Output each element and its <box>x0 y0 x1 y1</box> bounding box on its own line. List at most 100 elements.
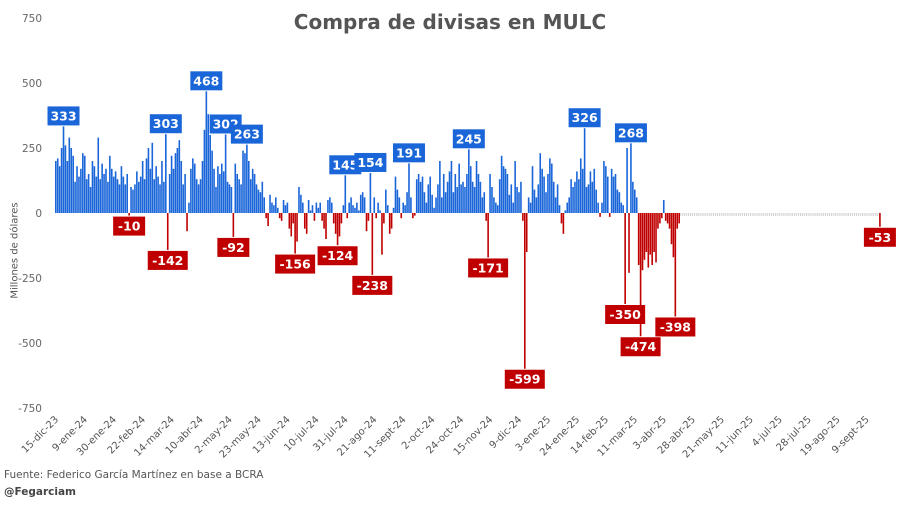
positive-bar <box>170 155 173 213</box>
negative-bar <box>628 213 630 273</box>
positive-bar <box>317 207 320 213</box>
negative-bar <box>367 213 370 221</box>
zero-bar <box>711 213 713 216</box>
positive-bar <box>547 174 549 213</box>
negative-bar <box>661 213 663 219</box>
y-tick-label: 250 <box>22 143 42 155</box>
negative-bar <box>487 213 489 258</box>
positive-bar <box>439 161 441 213</box>
zero-bar <box>765 213 767 216</box>
data-label: -171 <box>472 260 503 275</box>
data-label-box <box>230 124 263 144</box>
positive-bar <box>76 166 78 213</box>
zero-bar <box>776 213 778 216</box>
negative-bar <box>323 213 325 229</box>
positive-bar <box>493 197 495 213</box>
zero-bar <box>784 213 786 216</box>
zero-bar <box>722 213 724 216</box>
positive-bar <box>551 163 553 213</box>
zero-bar <box>772 213 774 216</box>
data-label-box <box>452 129 485 149</box>
positive-bar <box>72 155 74 213</box>
positive-bar <box>454 174 457 213</box>
zero-bar <box>859 213 861 216</box>
zero-bar <box>771 213 773 216</box>
positive-bar <box>188 202 190 213</box>
positive-bar <box>421 176 424 213</box>
positive-bar <box>593 168 596 213</box>
zero-bar <box>798 213 800 216</box>
positive-bar <box>606 176 609 213</box>
zero-bar <box>680 213 682 216</box>
negative-bar <box>523 213 526 369</box>
positive-bar <box>427 184 430 213</box>
negative-bar <box>649 213 652 255</box>
positive-bar <box>230 187 233 213</box>
positive-bar <box>271 202 273 213</box>
positive-bar <box>572 187 574 213</box>
data-label: -124 <box>322 248 354 263</box>
positive-bar <box>498 179 501 213</box>
positive-bar <box>423 192 426 213</box>
positive-bar <box>228 184 231 213</box>
data-label-box <box>863 227 896 247</box>
positive-bar <box>311 205 314 213</box>
positive-bar <box>248 161 250 213</box>
zero-bar <box>799 213 801 216</box>
zero-bar <box>759 213 761 216</box>
negative-bar <box>166 213 169 250</box>
data-label-box <box>352 275 393 295</box>
positive-bar <box>578 179 580 213</box>
positive-bar <box>70 148 73 213</box>
zero-bar <box>703 213 705 216</box>
positive-bar <box>159 184 161 213</box>
positive-bar <box>205 91 208 213</box>
zero-bar <box>732 213 734 216</box>
positive-bar <box>199 179 202 213</box>
negative-bar <box>599 213 601 217</box>
positive-bar <box>450 161 453 213</box>
positive-bar <box>564 210 567 213</box>
zero-bar <box>734 213 736 216</box>
positive-bar <box>576 171 578 213</box>
zero-bar <box>796 213 798 216</box>
positive-bar <box>78 176 80 213</box>
negative-bar <box>383 213 385 224</box>
positive-bar <box>149 168 152 213</box>
data-label: 333 <box>50 108 76 123</box>
zero-bar <box>790 213 792 216</box>
positive-bar <box>579 158 582 213</box>
positive-bar <box>55 161 57 213</box>
positive-bar <box>155 166 157 213</box>
positive-bar <box>510 184 513 213</box>
negative-bar <box>296 213 298 242</box>
zero-bar <box>709 213 711 216</box>
positive-bar <box>132 189 134 213</box>
positive-bar <box>504 168 507 213</box>
positive-bar <box>209 135 211 213</box>
zero-bar <box>749 213 751 216</box>
positive-bar <box>105 168 107 213</box>
positive-bar <box>91 161 94 213</box>
positive-bar <box>477 174 480 213</box>
zero-bar <box>728 213 730 216</box>
positive-bar <box>516 187 518 213</box>
zero-bar <box>726 213 728 216</box>
data-label: -238 <box>357 278 388 293</box>
positive-bar <box>219 174 221 213</box>
positive-bar <box>87 174 90 213</box>
y-tick-label: 500 <box>22 78 42 90</box>
data-label-box <box>568 108 601 128</box>
positive-bar <box>458 163 460 213</box>
positive-bar <box>464 187 466 213</box>
zero-bar <box>738 213 740 216</box>
positive-bar <box>68 137 71 213</box>
data-label-box <box>620 337 661 357</box>
positive-bar <box>473 187 476 213</box>
zero-bar <box>794 213 796 216</box>
positive-bar <box>300 194 302 213</box>
data-label: 154 <box>357 155 383 170</box>
positive-bar <box>429 176 432 213</box>
negative-bar <box>655 213 657 263</box>
positive-bar <box>433 207 435 213</box>
